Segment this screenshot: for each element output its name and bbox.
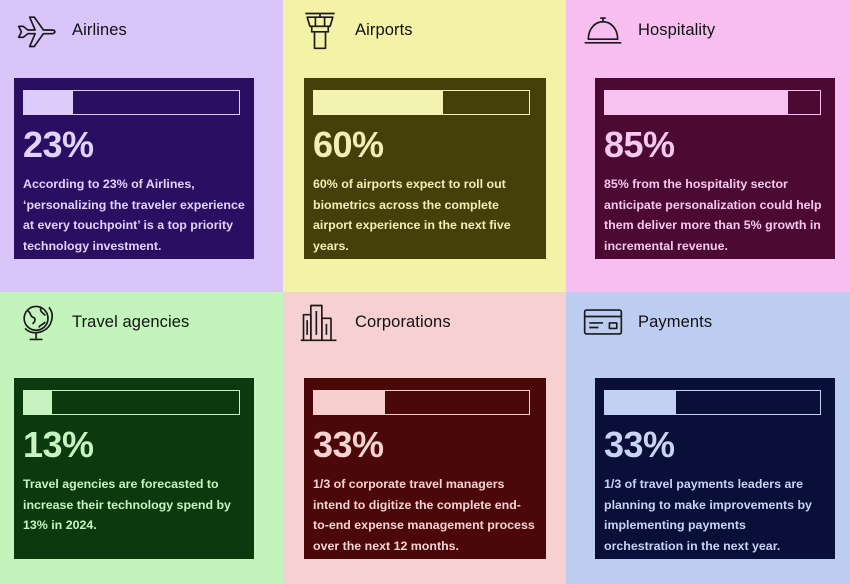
tile-label: Travel agencies xyxy=(72,312,190,331)
stat-value: 85% xyxy=(604,124,675,165)
progress-bar xyxy=(313,390,530,415)
tile-label: Corporations xyxy=(355,312,451,331)
stat-description: 1/3 of travel payments leaders are plann… xyxy=(604,477,812,553)
progress-bar xyxy=(23,390,240,415)
tile-header: Corporations xyxy=(297,299,451,345)
stat-value: 33% xyxy=(313,424,384,465)
credit-card-icon xyxy=(580,299,626,345)
service-bell-icon xyxy=(580,7,626,53)
globe-icon xyxy=(14,299,60,345)
progress-bar xyxy=(604,90,821,115)
tile-header: Hospitality xyxy=(580,7,715,53)
stat-value: 23% xyxy=(23,124,94,165)
stat-tile-hospitality: Hospitality 85% 85% from the hospitality… xyxy=(566,0,850,292)
stat-tile-payments: Payments 33% 1/3 of travel payments lead… xyxy=(566,292,850,584)
progress-bar-fill xyxy=(24,91,74,114)
progress-bar-fill xyxy=(605,91,788,114)
stat-value: 33% xyxy=(604,424,675,465)
stat-card: 23% According to 23% of Airlines, ‘perso… xyxy=(14,78,254,259)
tile-label: Airports xyxy=(355,20,413,39)
stat-tile-airports: Airports 60% 60% of airports expect to r… xyxy=(283,0,566,292)
progress-bar-fill xyxy=(24,391,52,414)
progress-bar-fill xyxy=(605,391,676,414)
stat-value: 13% xyxy=(23,424,94,465)
stat-card: 13% Travel agencies are forecasted to in… xyxy=(14,378,254,559)
stat-tile-corporations: Corporations 33% 1/3 of corporate travel… xyxy=(283,292,566,584)
stat-card: 85% 85% from the hospitality sector anti… xyxy=(595,78,835,259)
stat-tile-travel-agencies: Travel agencies 13% Travel agencies are … xyxy=(0,292,283,584)
progress-bar xyxy=(604,390,821,415)
tile-label: Airlines xyxy=(72,20,127,39)
stat-card: 33% 1/3 of travel payments leaders are p… xyxy=(595,378,835,559)
tile-header: Airports xyxy=(297,7,413,53)
progress-bar-fill xyxy=(314,391,385,414)
stat-description: According to 23% of Airlines, ‘personali… xyxy=(23,177,245,253)
stat-card: 60% 60% of airports expect to roll out b… xyxy=(304,78,546,259)
stat-description: 60% of airports expect to roll out biome… xyxy=(313,177,511,253)
tile-header: Payments xyxy=(580,299,712,345)
stat-card: 33% 1/3 of corporate travel managers int… xyxy=(304,378,546,559)
stat-description: 1/3 of corporate travel managers intend … xyxy=(313,477,535,553)
stat-description: 85% from the hospitality sector anticipa… xyxy=(604,177,822,253)
progress-bar-fill xyxy=(314,91,443,114)
buildings-icon xyxy=(297,299,343,345)
stat-value: 60% xyxy=(313,124,384,165)
progress-bar xyxy=(313,90,530,115)
stat-tile-airlines: Airlines 23% According to 23% of Airline… xyxy=(0,0,283,292)
tile-header: Travel agencies xyxy=(14,299,189,345)
airplane-icon xyxy=(14,7,60,53)
tile-label: Payments xyxy=(638,312,713,331)
control-tower-icon xyxy=(297,7,343,53)
progress-bar xyxy=(23,90,240,115)
tile-label: Hospitality xyxy=(638,20,716,39)
stat-description: Travel agencies are forecasted to increa… xyxy=(23,477,231,532)
tile-header: Airlines xyxy=(14,7,127,53)
